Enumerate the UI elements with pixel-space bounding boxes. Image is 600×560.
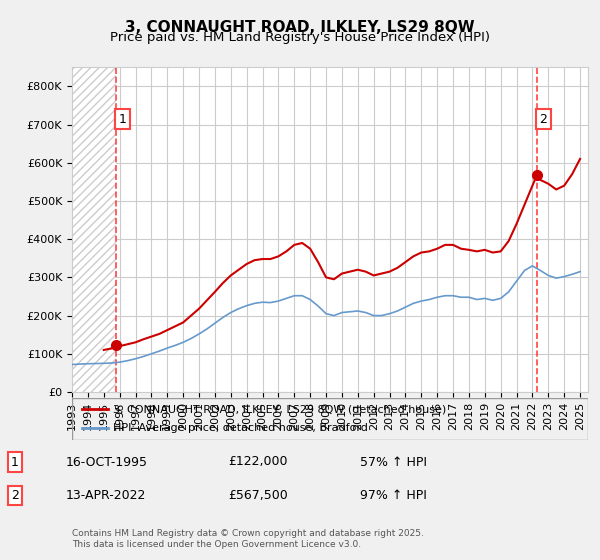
Text: £122,000: £122,000 xyxy=(228,455,287,469)
Text: 57% ↑ HPI: 57% ↑ HPI xyxy=(360,455,427,469)
Text: £567,500: £567,500 xyxy=(228,489,288,502)
Text: 13-APR-2022: 13-APR-2022 xyxy=(66,489,146,502)
Text: 16-OCT-1995: 16-OCT-1995 xyxy=(66,455,148,469)
Text: HPI: Average price, detached house, Bradford: HPI: Average price, detached house, Brad… xyxy=(113,423,368,433)
Text: Price paid vs. HM Land Registry's House Price Index (HPI): Price paid vs. HM Land Registry's House … xyxy=(110,31,490,44)
Text: Contains HM Land Registry data © Crown copyright and database right 2025.
This d: Contains HM Land Registry data © Crown c… xyxy=(72,529,424,549)
Text: 1: 1 xyxy=(11,455,19,469)
Bar xyxy=(72,67,116,392)
Text: 1: 1 xyxy=(119,113,127,125)
Text: 3, CONNAUGHT ROAD, ILKLEY, LS29 8QW: 3, CONNAUGHT ROAD, ILKLEY, LS29 8QW xyxy=(125,20,475,35)
Text: 3, CONNAUGHT ROAD, ILKLEY, LS29 8QW (detached house): 3, CONNAUGHT ROAD, ILKLEY, LS29 8QW (det… xyxy=(113,404,446,414)
Text: 97% ↑ HPI: 97% ↑ HPI xyxy=(360,489,427,502)
Text: 2: 2 xyxy=(11,489,19,502)
Text: 2: 2 xyxy=(539,113,547,125)
